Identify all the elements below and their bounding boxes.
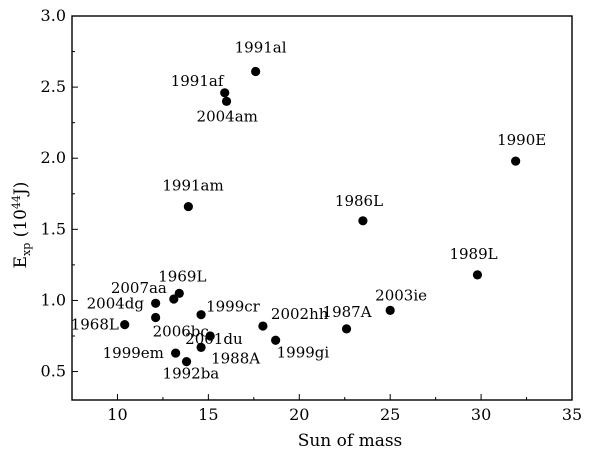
data-point [341, 324, 352, 334]
data-point [151, 312, 161, 323]
point-label: 1999em [103, 344, 164, 362]
point-label: 1992ba [163, 365, 220, 383]
y-axis-title-sub: xp [20, 243, 33, 256]
data-point [120, 320, 130, 330]
data-point [196, 310, 206, 320]
data-point [205, 331, 215, 341]
data-point [511, 156, 521, 166]
point-label: 1991am [162, 177, 223, 195]
point-labels: 1991al 1991af 2004am 1990E 1991am 1986L 1989L 1… [71, 38, 546, 382]
data-point [196, 342, 206, 352]
point-label: 2003ie [375, 286, 427, 304]
point-label: 1987A [323, 303, 372, 321]
y-tick-label: 2.5 [41, 77, 66, 96]
y-axis-title-unit-close: J) [11, 182, 31, 197]
y-tick-label: 1.5 [41, 219, 66, 238]
point-label: 2004dg [87, 294, 145, 312]
y-axis-title-main: E [11, 256, 31, 268]
data-point [174, 288, 184, 298]
axes [71, 15, 573, 401]
point-label: 2001du [185, 330, 243, 348]
data-point [358, 216, 368, 226]
x-axis-title: Sun of mass [298, 431, 403, 451]
point-label: 1989L [449, 245, 497, 263]
point-label: 1991al [235, 38, 287, 56]
point-label: 2002hh [271, 305, 329, 323]
y-tick-label: 1.0 [41, 290, 66, 309]
data-point [151, 298, 161, 308]
data-point [183, 201, 193, 212]
data-point [271, 335, 281, 345]
point-label: 2004am [197, 107, 258, 125]
data-point [472, 270, 483, 280]
data-point [181, 357, 192, 367]
y-tick-label: 3.0 [41, 6, 66, 25]
point-label: 1986L [335, 192, 383, 210]
plot-frame [71, 15, 573, 401]
y-tick-label: 2.0 [41, 148, 66, 167]
point-label: 2007aa [111, 279, 167, 297]
point-label: 1999gi [277, 343, 330, 361]
y-axis-title-unit-open: (10 [11, 209, 31, 243]
x-tick-label: 35 [562, 405, 582, 424]
point-label: 1988A [211, 349, 260, 367]
point-label: 1990E [497, 131, 546, 149]
point-label: 1969L [158, 267, 206, 285]
point-label: 1999cr [206, 298, 261, 316]
x-tick-label: 25 [380, 405, 400, 424]
data-point [220, 88, 230, 98]
data-point [169, 294, 179, 304]
data-point [221, 96, 232, 106]
data-point [251, 66, 261, 77]
x-tick-label: 10 [107, 405, 127, 424]
point-label: 1991af [171, 72, 225, 90]
data-point [171, 348, 181, 358]
point-label: 2006bc [153, 323, 209, 341]
y-axis-title-unit-exp: 44 [10, 195, 23, 209]
x-tick-label: 15 [198, 405, 218, 424]
data-point [385, 305, 395, 315]
y-axis-title: Exp (1044J) [10, 182, 33, 269]
x-tick-label: 30 [471, 405, 491, 424]
point-label: 1968L [71, 316, 119, 334]
data-point [258, 321, 268, 331]
ticks: 10 15 20 25 30 35 0.5 1.0 1.5 2.0 2.5 3.0 [41, 6, 583, 424]
data-points [120, 66, 521, 367]
x-tick-label: 20 [289, 405, 309, 424]
y-tick-label: 0.5 [41, 362, 66, 381]
